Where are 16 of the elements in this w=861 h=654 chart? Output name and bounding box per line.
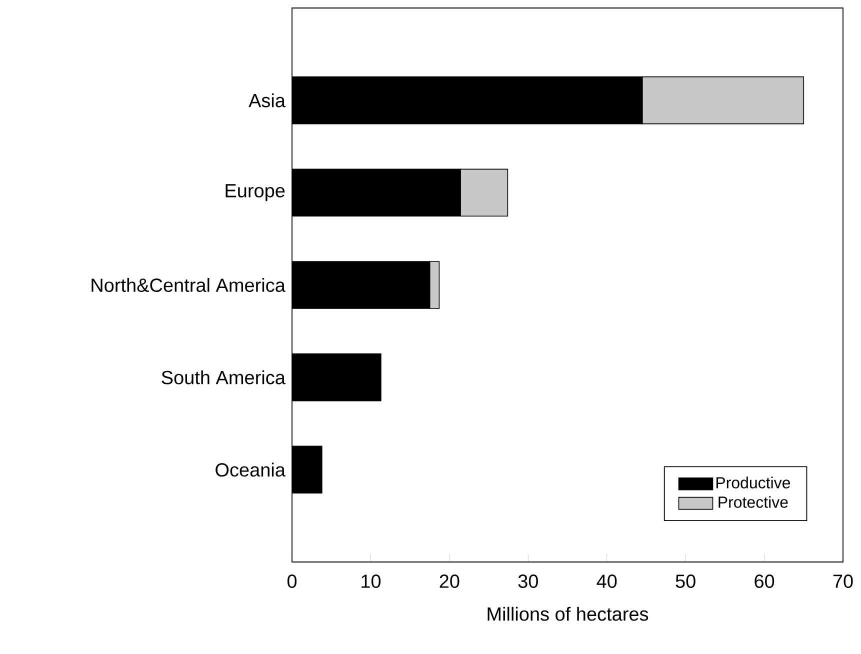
x-tick-label: 20 bbox=[440, 574, 460, 588]
legend-label: Protective bbox=[718, 496, 788, 508]
y-tick-label: South America bbox=[162, 370, 286, 384]
y-tick-label: Asia bbox=[248, 93, 286, 108]
legend-label: Productive bbox=[716, 476, 790, 488]
x-tick-label: 0 bbox=[287, 574, 297, 588]
x-tick-label: 10 bbox=[362, 574, 381, 588]
x-tick-label: 30 bbox=[518, 574, 538, 588]
x-axis-title: Millions of hectares bbox=[488, 606, 648, 621]
y-tick-label: North&Central America bbox=[92, 278, 286, 292]
x-tick-label: 60 bbox=[754, 574, 774, 588]
x-tick-label: 40 bbox=[596, 574, 617, 588]
x-tick-label: 50 bbox=[676, 574, 696, 588]
y-tick-label: Oceania bbox=[216, 462, 286, 477]
x-tick-label: 70 bbox=[833, 574, 853, 588]
y-tick-label: Europe bbox=[226, 184, 285, 202]
